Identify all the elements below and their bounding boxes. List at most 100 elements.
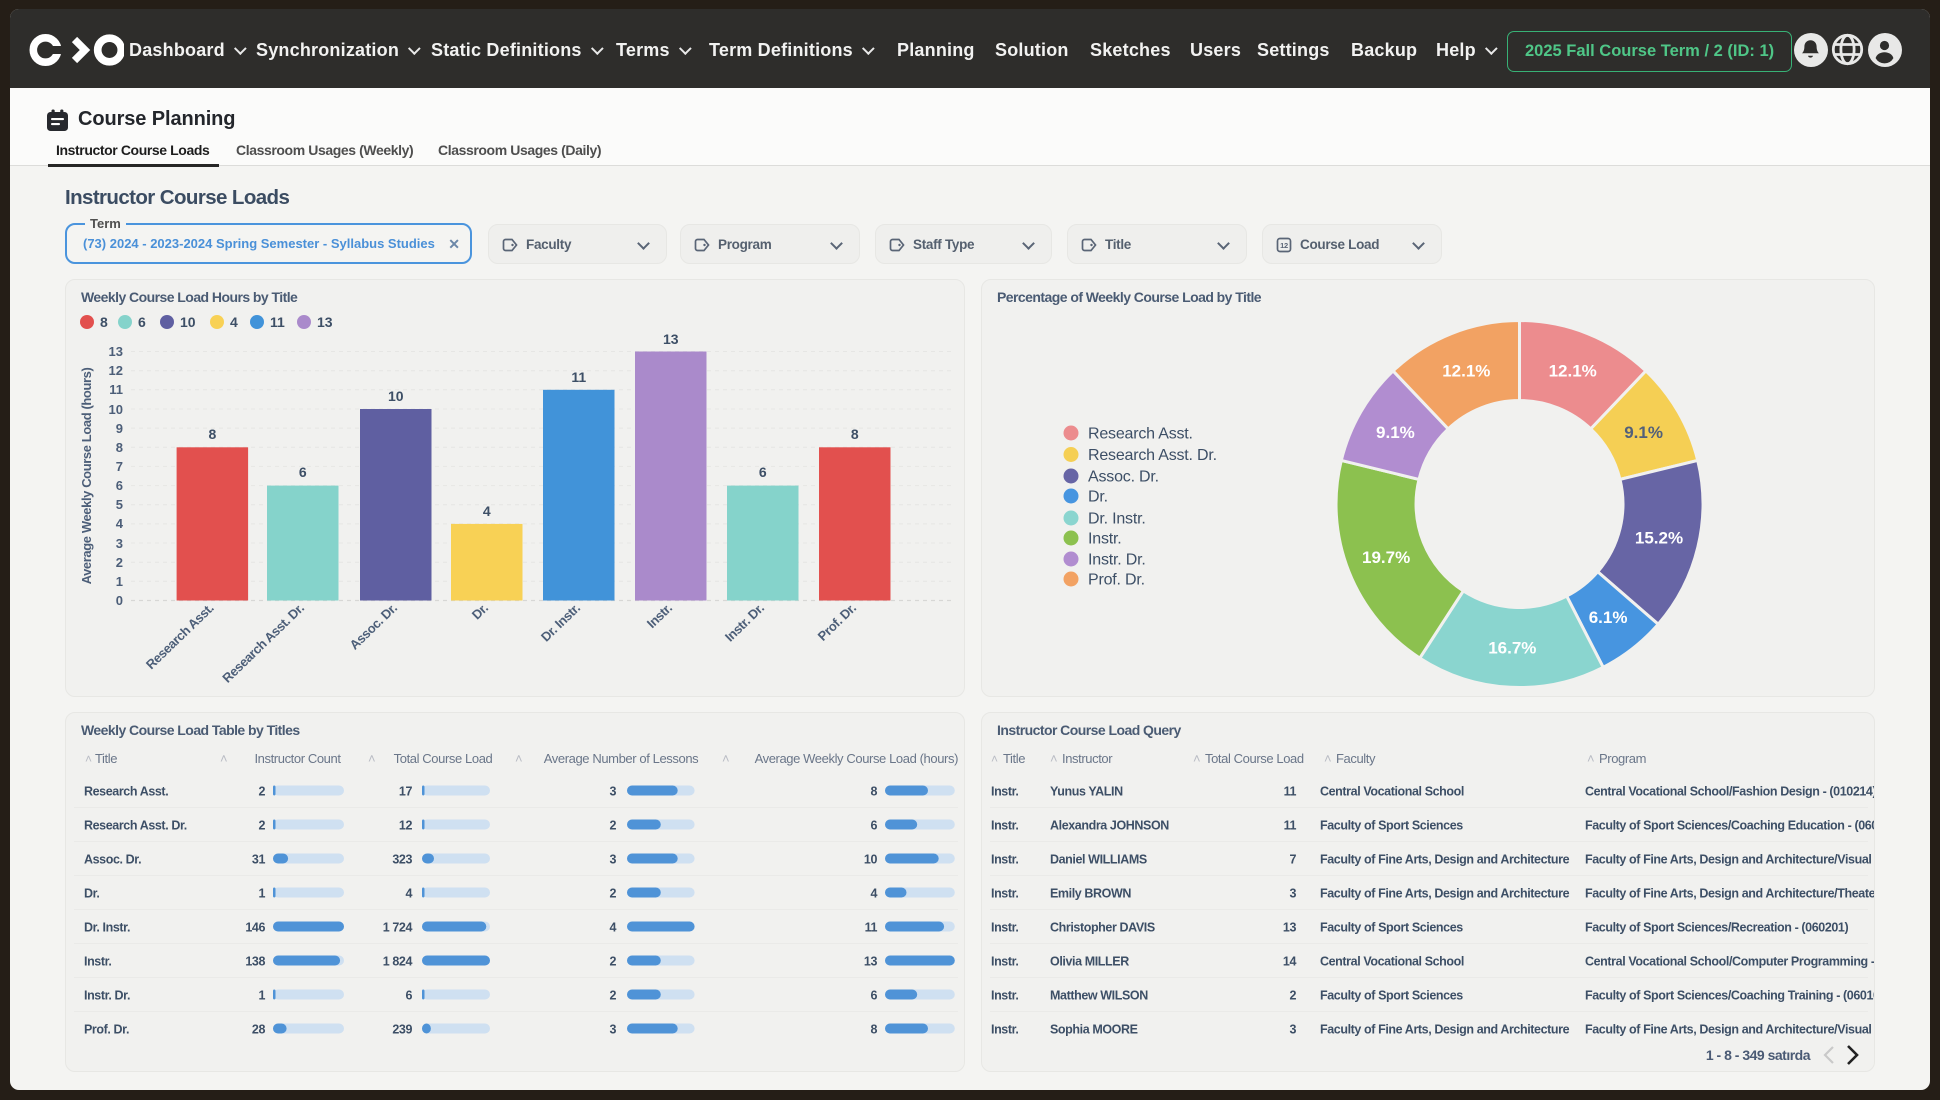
svg-text:8: 8 <box>116 440 123 455</box>
svg-text:4: 4 <box>116 516 124 531</box>
svg-text:˄: ˄ <box>220 751 227 766</box>
svg-text:10: 10 <box>109 402 123 417</box>
svg-text:2: 2 <box>609 955 616 969</box>
svg-text:˄: ˄ <box>722 751 729 766</box>
svg-text:Title: Title <box>1003 751 1025 766</box>
svg-text:Average Weekly Course Load (ho: Average Weekly Course Load (hours) <box>79 368 94 585</box>
svg-text:Instr.: Instr. <box>84 955 111 969</box>
svg-text:Faculty of Fine Arts, Design a: Faculty of Fine Arts, Design and Archite… <box>1585 853 1875 867</box>
svg-text:Instr. Dr.: Instr. Dr. <box>722 600 767 644</box>
svg-text:Assoc. Dr.: Assoc. Dr. <box>347 600 400 652</box>
svg-text:2: 2 <box>258 819 265 833</box>
svg-text:12: 12 <box>399 819 413 833</box>
svg-text:Program: Program <box>1599 751 1646 766</box>
svg-text:2: 2 <box>258 785 265 799</box>
svg-text:Faculty of Sport Sciences: Faculty of Sport Sciences <box>1320 819 1463 833</box>
svg-text:10: 10 <box>388 388 404 404</box>
svg-text:6: 6 <box>299 464 307 480</box>
svg-text:Research Asst.: Research Asst. <box>84 785 168 799</box>
svg-text:Instructor: Instructor <box>1062 751 1113 766</box>
svg-text:10: 10 <box>864 853 878 867</box>
svg-text:˄: ˄ <box>85 752 92 766</box>
svg-text:4: 4 <box>230 314 238 330</box>
svg-text:˄: ˄ <box>515 751 522 766</box>
svg-text:Instr.: Instr. <box>991 785 1018 799</box>
svg-text:5: 5 <box>116 497 123 512</box>
svg-text:3: 3 <box>609 785 616 799</box>
svg-text:˄: ˄ <box>1050 751 1057 766</box>
svg-text:8: 8 <box>209 426 217 442</box>
svg-text:3: 3 <box>609 1023 616 1037</box>
svg-text:Instr.: Instr. <box>991 955 1018 969</box>
svg-text:Faculty of Sport Sciences: Faculty of Sport Sciences <box>1320 921 1463 935</box>
svg-text:0: 0 <box>116 593 123 608</box>
svg-text:Assoc. Dr.: Assoc. Dr. <box>84 853 141 867</box>
svg-text:Faculty of Sport Sciences: Faculty of Sport Sciences <box>1320 989 1463 1003</box>
svg-text:Instr.: Instr. <box>991 921 1018 935</box>
svg-text:1 - 8 - 349 satırda: 1 - 8 - 349 satırda <box>1706 1047 1811 1063</box>
svg-text:6: 6 <box>405 989 412 1003</box>
svg-text:˄: ˄ <box>991 752 998 766</box>
svg-text:8: 8 <box>870 1023 877 1037</box>
svg-text:Instr.: Instr. <box>644 600 675 631</box>
svg-text:Instr. Dr.: Instr. Dr. <box>84 989 130 1003</box>
svg-text:Faculty of Fine Arts, Design a: Faculty of Fine Arts, Design and Archite… <box>1585 1023 1875 1037</box>
svg-text:Instr. Dr.: Instr. Dr. <box>1088 552 1146 569</box>
svg-text:1 724: 1 724 <box>383 921 413 935</box>
svg-text:1: 1 <box>116 574 123 589</box>
svg-text:Sophia MOORE: Sophia MOORE <box>1050 1023 1138 1037</box>
svg-text:Prof. Dr.: Prof. Dr. <box>1088 572 1145 589</box>
svg-text:31: 31 <box>252 853 266 867</box>
svg-text:Research Asst. Dr.: Research Asst. Dr. <box>219 600 307 685</box>
svg-text:Faculty of Fine Arts, Design a: Faculty of Fine Arts, Design and Archite… <box>1320 853 1570 867</box>
svg-text:Research Asst. Dr.: Research Asst. Dr. <box>84 819 187 833</box>
svg-text:Faculty of Fine Arts, Design a: Faculty of Fine Arts, Design and Archite… <box>1585 887 1875 901</box>
svg-text:Faculty of Sport Sciences/Coac: Faculty of Sport Sciences/Coaching Educa… <box>1585 819 1875 833</box>
svg-text:7: 7 <box>116 459 123 474</box>
svg-text:Alexandra JOHNSON: Alexandra JOHNSON <box>1050 819 1169 833</box>
svg-text:˄: ˄ <box>368 751 375 766</box>
svg-text:1: 1 <box>258 989 265 1003</box>
svg-text:11: 11 <box>109 382 123 397</box>
svg-text:Dr.: Dr. <box>469 600 491 622</box>
svg-text:239: 239 <box>392 1023 412 1037</box>
svg-text:13: 13 <box>663 331 679 347</box>
svg-text:2: 2 <box>609 989 616 1003</box>
svg-text:3: 3 <box>1289 1023 1296 1037</box>
svg-text:Prof. Dr.: Prof. Dr. <box>815 600 859 643</box>
svg-text:13: 13 <box>317 314 333 330</box>
svg-text:Central Vocational School: Central Vocational School <box>1320 955 1464 969</box>
svg-text:12: 12 <box>109 363 123 378</box>
svg-text:9.1%: 9.1% <box>1376 423 1415 442</box>
svg-text:10: 10 <box>180 314 196 330</box>
svg-text:11: 11 <box>1284 819 1297 833</box>
svg-text:7: 7 <box>1289 853 1296 867</box>
svg-text:2: 2 <box>1289 989 1296 1003</box>
svg-text:3: 3 <box>1289 887 1296 901</box>
svg-text:1: 1 <box>258 887 265 901</box>
svg-text:Research Asst. Dr.: Research Asst. Dr. <box>1088 447 1217 464</box>
svg-text:17: 17 <box>399 785 413 799</box>
svg-text:Instr.: Instr. <box>991 887 1018 901</box>
svg-text:6: 6 <box>116 478 123 493</box>
svg-text:Average Weekly Course Load (ho: Average Weekly Course Load (hours) <box>755 751 958 766</box>
svg-text:˄: ˄ <box>1193 751 1200 766</box>
svg-text:Total Course Load: Total Course Load <box>394 751 493 766</box>
svg-text:Dr.: Dr. <box>84 887 99 901</box>
svg-text:Dr. Instr.: Dr. Instr. <box>538 600 583 644</box>
svg-text:323: 323 <box>392 853 412 867</box>
svg-text:Average Number of Lessons: Average Number of Lessons <box>544 751 699 766</box>
svg-text:13: 13 <box>864 955 878 969</box>
svg-text:Instructor Count: Instructor Count <box>254 751 341 766</box>
svg-text:3: 3 <box>116 536 123 551</box>
svg-text:Assoc. Dr.: Assoc. Dr. <box>1088 469 1159 486</box>
svg-text:˄: ˄ <box>1587 751 1594 766</box>
svg-text:Dr. Instr.: Dr. Instr. <box>1088 511 1146 528</box>
svg-text:Dr.: Dr. <box>1088 489 1108 506</box>
svg-text:11: 11 <box>270 314 285 330</box>
svg-text:Instr.: Instr. <box>991 819 1018 833</box>
svg-text:Central Vocational School: Central Vocational School <box>1320 785 1464 799</box>
svg-text:Faculty of Sport Sciences/Recr: Faculty of Sport Sciences/Recreation - (… <box>1585 921 1848 935</box>
svg-text:Faculty of Fine Arts, Design a: Faculty of Fine Arts, Design and Archite… <box>1320 887 1570 901</box>
svg-text:19.7%: 19.7% <box>1362 548 1410 567</box>
